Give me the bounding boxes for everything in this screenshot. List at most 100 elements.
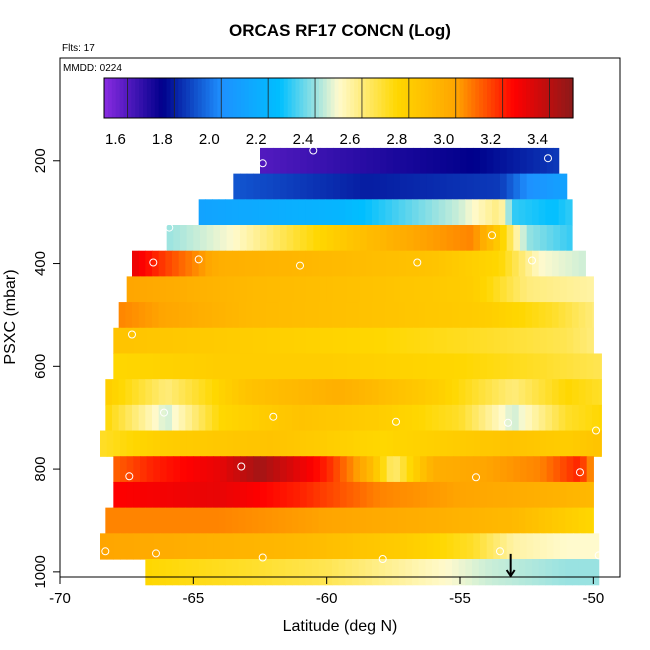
heatmap-cell [193, 327, 201, 355]
heatmap-cell [525, 250, 533, 277]
sample-markers [101, 146, 603, 578]
colorbar-segment [139, 78, 144, 118]
heatmap-cell [380, 276, 388, 303]
heatmap-cell [173, 430, 181, 457]
heatmap-cell [340, 481, 348, 509]
heatmap-cell [486, 173, 494, 200]
heatmap-cell [320, 430, 328, 457]
colorbar-segment [561, 78, 566, 118]
heatmap-cell [358, 379, 366, 406]
colorbar-segment [119, 78, 125, 118]
heatmap-cell [565, 302, 573, 329]
heatmap-cell [565, 250, 573, 277]
heatmap-cell [580, 481, 588, 509]
chart-title: ORCAS RF17 CONCN (Log) [229, 21, 451, 40]
heatmap-cell [405, 559, 413, 586]
colorbar-segment [166, 78, 172, 118]
heatmap-cell [373, 327, 381, 355]
heatmap-cell [298, 559, 306, 586]
heatmap-cell [326, 276, 334, 303]
heatmap-cell [366, 456, 374, 483]
heatmap-cell [385, 404, 393, 432]
heatmap-cell [225, 507, 233, 534]
heatmap-cell [346, 456, 354, 483]
heatmap-cell [200, 481, 208, 509]
heatmap-cell [385, 559, 393, 586]
heatmap-cell [386, 327, 394, 355]
heatmap-cell [518, 404, 526, 432]
heatmap-cell [378, 199, 386, 226]
heatmap-cell [520, 430, 528, 457]
heatmap-cell [426, 173, 434, 200]
heatmap-cell [545, 507, 553, 534]
heatmap-cell [498, 199, 506, 226]
heatmap-cell [420, 353, 428, 380]
y-tick-label: 600 [32, 354, 49, 379]
heatmap-cell [533, 173, 541, 200]
heatmap-cell [326, 533, 334, 560]
heatmap-cell [540, 481, 548, 509]
colorbar-segment [283, 78, 289, 118]
colorbar-segment [252, 78, 258, 118]
heatmap-cell [493, 147, 501, 175]
heatmap-cell [325, 379, 333, 406]
heatmap-cell [186, 327, 194, 355]
heatmap-cell [186, 456, 194, 483]
x-tick-label: -70 [49, 590, 71, 607]
heatmap-cell [185, 379, 193, 406]
heatmap-cell [512, 199, 520, 226]
heatmap-cell [238, 199, 246, 226]
heatmap-cell [466, 481, 474, 509]
heatmap-cell [445, 250, 453, 277]
heatmap-cell [492, 404, 500, 432]
heatmap-cell [300, 276, 308, 303]
heatmap-cell [492, 559, 500, 586]
colorbar-segment [213, 78, 218, 118]
colorbar-segment [447, 78, 453, 118]
sample-marker [296, 261, 304, 270]
heatmap-cell [113, 481, 121, 509]
heatmap-cell [232, 559, 240, 586]
y-tick-label: 200 [32, 148, 49, 173]
heatmap-cell [265, 559, 273, 586]
heatmap-cell [305, 379, 313, 406]
heatmap-cell [273, 456, 281, 483]
heatmap-cell [493, 173, 501, 200]
heatmap-cell [160, 533, 168, 560]
colorbar-segment [494, 78, 500, 118]
colorbar-segment [287, 78, 293, 118]
heatmap-cell [393, 147, 401, 175]
heatmap-cell [272, 507, 280, 534]
heatmap-cell [266, 481, 274, 509]
heatmap-cell [433, 173, 441, 200]
heatmap-cell [280, 225, 288, 252]
heatmap-cell [406, 353, 414, 380]
colorbar-segment [178, 78, 183, 118]
heatmap-cell [518, 507, 526, 534]
heatmap-cell [432, 302, 440, 329]
heatmap-cell [498, 379, 506, 406]
heatmap-cell [120, 456, 128, 483]
heatmap-cell [372, 379, 380, 406]
heatmap-cell [380, 147, 388, 175]
heatmap-cell [112, 404, 120, 432]
heatmap-cell [560, 327, 568, 355]
sample-marker [128, 330, 136, 339]
heatmap-cell [280, 353, 288, 380]
heatmap-cell [225, 404, 233, 432]
heatmap-cell [186, 276, 194, 303]
heatmap-cell [445, 379, 453, 406]
colorbar-segment [487, 78, 492, 118]
heatmap-cell [472, 379, 480, 406]
heatmap-cell [552, 404, 560, 432]
heatmap-cell [300, 173, 308, 200]
heatmap-cell [286, 147, 294, 175]
heatmap-cell [166, 353, 174, 380]
heatmap-cell [540, 225, 548, 252]
colorbar-tick-label: 2.6 [340, 131, 361, 148]
heatmap-cell [320, 173, 328, 200]
heatmap-cell [306, 353, 314, 380]
colorbar-segment [483, 78, 488, 118]
heatmap-cell [533, 481, 541, 509]
heatmap-cell [585, 559, 593, 586]
